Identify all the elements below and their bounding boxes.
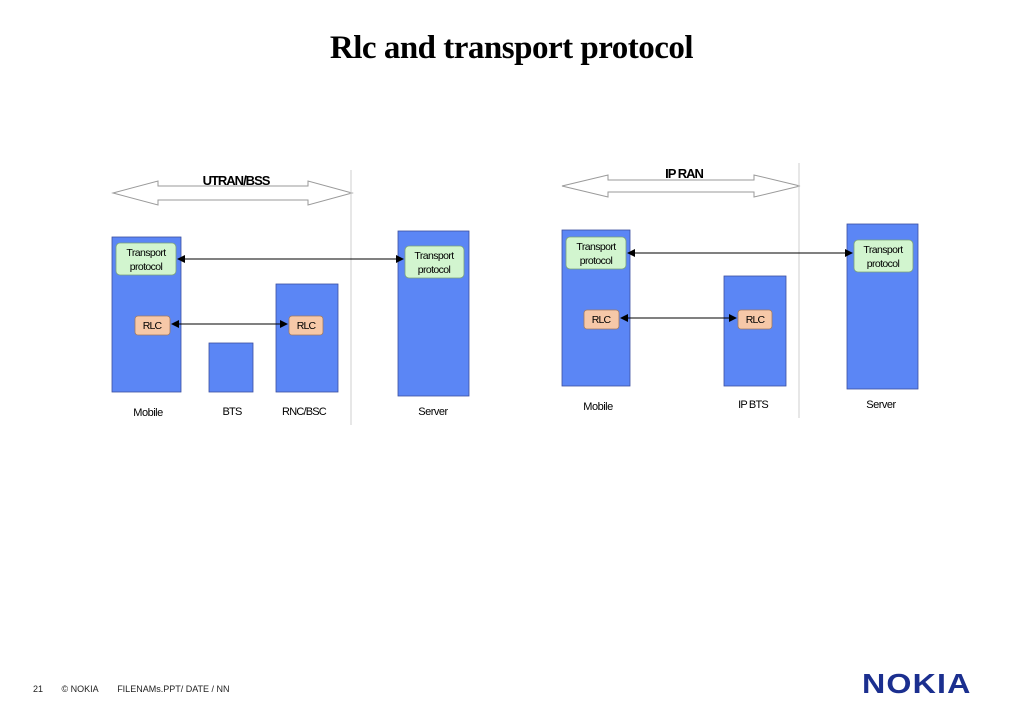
right-diagram: IP RAN Transport protocol Transport prot… xyxy=(561,163,919,418)
ip-mobile-label: Mobile xyxy=(583,401,613,413)
mobile-transport-box xyxy=(115,242,177,276)
ip-mobile-rlc-box xyxy=(583,309,620,330)
mobile-rlc-label: RLC xyxy=(143,320,163,332)
page-number: 21 xyxy=(33,684,44,694)
ip-server-transport-box xyxy=(853,239,914,273)
utran-span-arrow xyxy=(111,180,354,206)
file-info: FILENAMs.PPT/ DATE / NN xyxy=(117,684,230,694)
ip-server-label: Server xyxy=(866,399,896,411)
left-diagram: UTRAN/BSS Transport protocol Transport p… xyxy=(111,170,470,425)
page-title: Rlc and transport protocol xyxy=(329,30,694,66)
ip-server-transport-line2: protocol xyxy=(867,258,900,270)
rnc-rlc-box xyxy=(288,315,324,336)
ip-bts-rlc-label: RLC xyxy=(746,314,766,326)
mobile-label: Mobile xyxy=(133,407,163,419)
ip-bts-label: IP BTS xyxy=(738,399,768,411)
mobile-rlc-box xyxy=(134,315,171,336)
ip-mobile-transport-line2: protocol xyxy=(580,255,613,267)
mobile-transport-line1: Transport xyxy=(126,247,166,259)
ip-mobile-transport-line1: Transport xyxy=(576,241,616,253)
bts-label: BTS xyxy=(223,406,242,418)
rnc-bsc-label: RNC/BSC xyxy=(282,406,327,418)
ip-bts-rlc-box xyxy=(737,309,773,330)
ip-mobile-transport-box xyxy=(565,236,627,270)
ip-ran-span-arrow xyxy=(561,174,801,198)
ip-server-transport-line1: Transport xyxy=(863,244,903,256)
server-transport-line2: protocol xyxy=(418,264,451,276)
nokia-logo: NOKIA xyxy=(862,668,972,699)
copyright-text: © NOKIA xyxy=(61,684,99,694)
footer: 21 © NOKIA FILENAMs.PPT/ DATE / NN xyxy=(33,684,246,694)
rnc-bsc-node xyxy=(275,283,339,393)
utran-bss-label: UTRAN/BSS xyxy=(203,173,271,188)
mobile-transport-line2: protocol xyxy=(130,261,163,273)
rnc-rlc-label: RLC xyxy=(297,320,317,332)
server-label: Server xyxy=(418,406,448,418)
server-transport-box xyxy=(404,245,465,279)
bts-node xyxy=(208,342,254,393)
ip-bts-node xyxy=(723,275,787,387)
ip-ran-label: IP RAN xyxy=(665,166,703,181)
ip-mobile-rlc-label: RLC xyxy=(592,314,612,326)
server-transport-line1: Transport xyxy=(414,250,454,262)
